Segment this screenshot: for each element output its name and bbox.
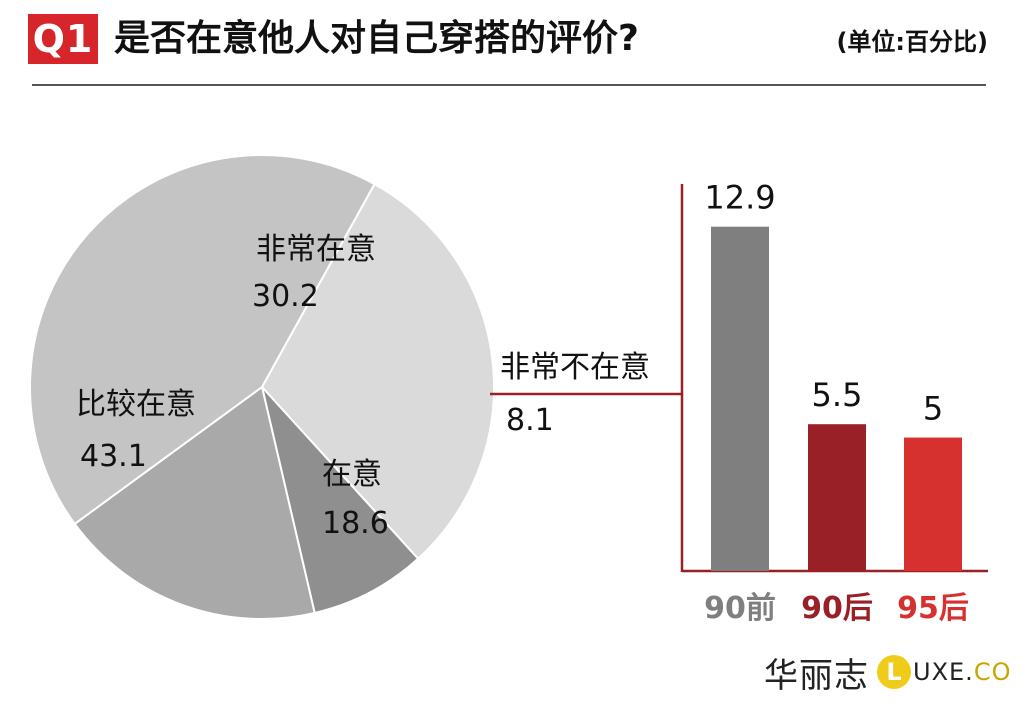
chart-title: 是否在意他人对自己穿搭的评价?: [114, 18, 639, 59]
bar-value-2: 5.5: [812, 376, 863, 414]
brand-logo: 华丽志 L UXE.CO: [764, 650, 1012, 696]
bar-category-2: 90后: [801, 591, 873, 626]
pie-slice-2: [260, 383, 420, 615]
bar-value-1: 12.9: [704, 179, 775, 217]
logo-english-text: UXE.CO: [913, 658, 1012, 686]
pie-label-4: 比较在意: [76, 387, 196, 422]
pie-slice-4: [29, 154, 376, 526]
pie-value-3: 18.6: [322, 506, 389, 541]
pie-value-2: 8.1: [506, 403, 554, 438]
logo-chinese-text: 华丽志: [764, 655, 869, 696]
pie-label-1: 非常在意: [256, 232, 376, 267]
question-badge: Q1: [28, 14, 98, 64]
bar-category-3: 95后: [897, 591, 969, 626]
pie-label-3: 在意: [322, 457, 382, 492]
pie-slice-3: [73, 385, 316, 620]
bar-2: [808, 424, 866, 571]
bar-3: [904, 437, 962, 571]
pie-slice-1: [260, 182, 495, 561]
pie-value-1: 30.2: [252, 279, 319, 314]
bar-value-3: 5: [923, 390, 943, 428]
unit-label: (单位:百分比): [836, 28, 988, 56]
header-divider: [32, 84, 986, 86]
logo-circle-icon: L: [877, 655, 911, 689]
bar-category-1: 90前: [704, 591, 776, 626]
pie-label-2: 非常不在意: [500, 350, 650, 385]
pie-value-4: 43.1: [80, 439, 147, 474]
bar-1: [711, 226, 769, 572]
